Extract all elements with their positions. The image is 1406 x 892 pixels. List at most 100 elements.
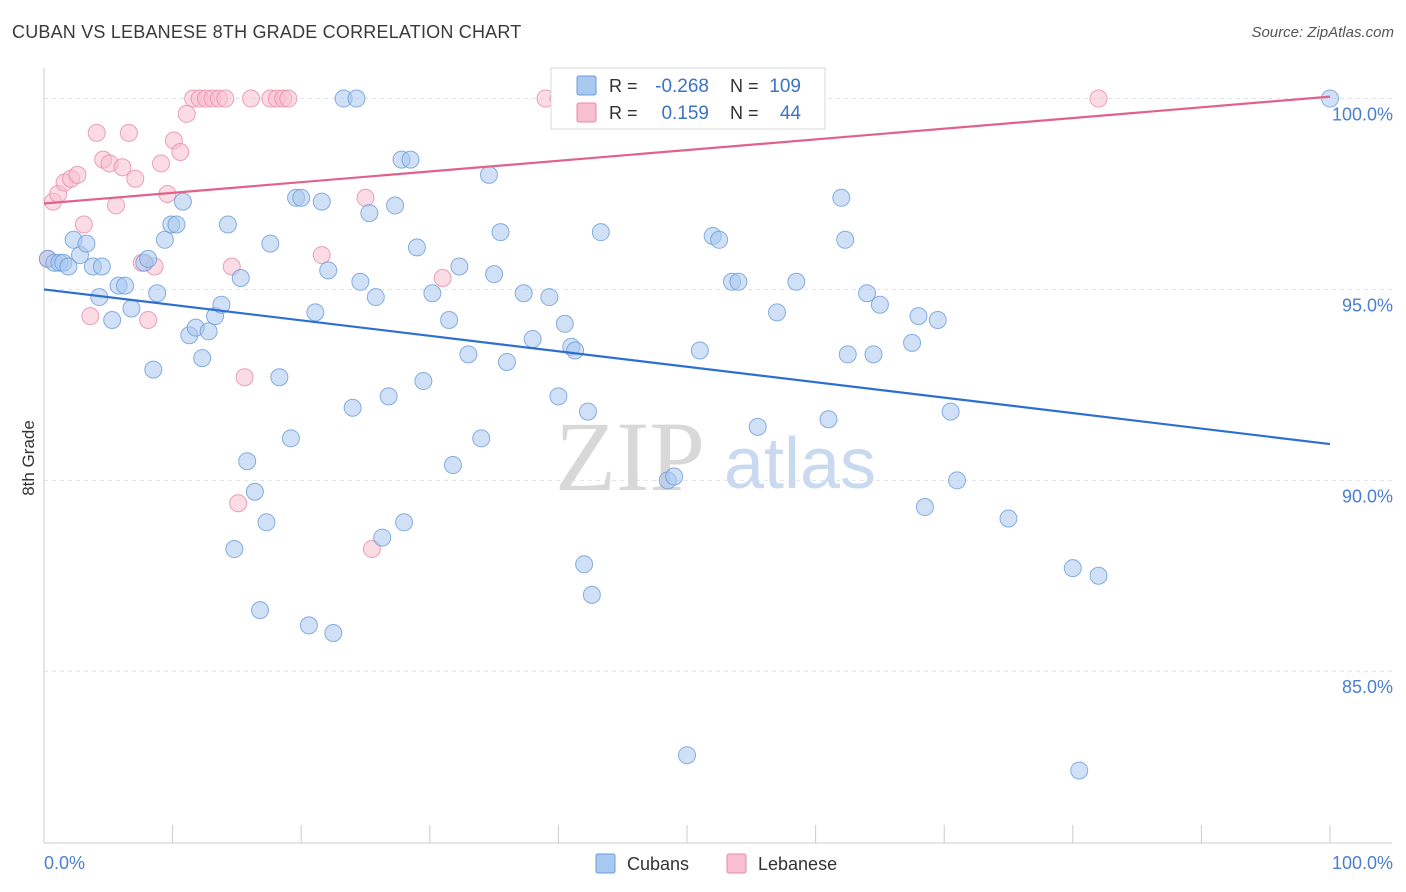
lebanese-n-value: 44: [780, 103, 802, 124]
lebanese-point: [126, 169, 145, 188]
legend-lebanese-swatch: [726, 853, 747, 874]
cubans-point: [690, 341, 709, 360]
lebanese-point: [235, 368, 254, 387]
cubans-point: [103, 310, 122, 329]
y-tick-label: 90.0%: [1342, 486, 1393, 506]
cubans-point: [591, 223, 610, 242]
trendlines: [43, 95, 1331, 446]
cubans-point: [251, 601, 270, 620]
cubans-point: [281, 429, 300, 448]
cubans-point: [167, 215, 186, 234]
tick-labels: 85.0% 90.0% 95.0% 100.0% 0.0% 100.0%: [44, 105, 1393, 873]
cubans-point: [787, 272, 806, 291]
cubans-point: [199, 322, 218, 341]
cubans-point: [379, 387, 398, 406]
watermark-atlas: atlas: [724, 424, 876, 504]
lebanese-points: [38, 89, 1108, 559]
lebanese-point: [81, 307, 100, 326]
cubans-point: [1063, 559, 1082, 578]
cubans-points: [38, 89, 1339, 780]
cubans-point: [245, 482, 264, 501]
cubans-point: [864, 345, 883, 364]
chart-title: CUBAN VS LEBANESE 8TH GRADE CORRELATION …: [12, 22, 522, 42]
cubans-point: [768, 303, 787, 322]
cubans-point: [193, 349, 212, 368]
cubans-swatch: [576, 75, 597, 96]
cubans-point: [479, 165, 498, 184]
lebanese-point: [433, 268, 452, 287]
lebanese-point: [362, 540, 381, 559]
legend-cubans-label: Cubans: [627, 854, 689, 874]
lebanese-point: [216, 89, 235, 108]
source-label: Source: ZipAtlas.com: [1251, 24, 1394, 41]
lebanese-point: [113, 158, 132, 177]
cubans-point: [218, 215, 237, 234]
cubans-r-value: -0.268: [655, 76, 709, 97]
lebanese-point: [87, 123, 106, 142]
n-label-2: N =: [730, 103, 759, 123]
lebanese-swatch: [576, 102, 597, 123]
legend-lebanese-label: Lebanese: [758, 854, 837, 874]
cubans-point: [373, 528, 392, 547]
cubans-point: [729, 272, 748, 291]
cubans-point: [148, 284, 167, 303]
cubans-point: [678, 746, 696, 765]
cubans-point: [549, 387, 568, 406]
cubans-point: [261, 234, 280, 253]
cubans-point: [144, 360, 163, 379]
lebanese-point: [242, 89, 261, 108]
cubans-point: [59, 257, 78, 276]
lebanese-r-value: 0.159: [661, 103, 709, 124]
lebanese-point: [356, 188, 375, 207]
r-label-2: R =: [609, 103, 638, 123]
cubans-point: [401, 150, 420, 169]
cubans-point: [665, 467, 684, 486]
cubans-point: [292, 188, 311, 207]
lebanese-point: [74, 215, 93, 234]
lebanese-point: [312, 246, 331, 265]
cubans-point: [566, 341, 585, 360]
cubans-point: [497, 352, 516, 371]
y-tick-label: 95.0%: [1342, 295, 1393, 315]
cubans-point: [306, 303, 325, 322]
lebanese-point: [68, 165, 87, 184]
lebanese-point: [152, 154, 171, 173]
lebanese-point: [119, 123, 138, 142]
cubans-point: [1070, 761, 1089, 780]
cubans-point: [299, 616, 318, 635]
cubans-point: [77, 234, 96, 253]
lebanese-point: [279, 89, 298, 108]
cubans-point: [324, 624, 343, 643]
lebanese-point: [139, 310, 158, 329]
cubans-trendline: [43, 288, 1331, 446]
cubans-point: [238, 452, 257, 471]
cubans-point: [948, 471, 967, 490]
cubans-point: [836, 230, 855, 249]
cubans-point: [212, 295, 231, 314]
cubans-point: [540, 288, 559, 307]
cubans-point: [407, 238, 426, 257]
cubans-point: [386, 196, 405, 215]
cubans-point: [155, 230, 174, 249]
cubans-point: [343, 398, 362, 417]
cubans-point: [838, 345, 857, 364]
cubans-point: [116, 276, 135, 295]
cubans-point: [440, 310, 459, 329]
cubans-point: [832, 188, 851, 207]
cubans-point: [450, 257, 469, 276]
cubans-point: [139, 249, 158, 268]
cubans-point: [231, 268, 250, 287]
cubans-point: [92, 257, 111, 276]
y-tick-label: 85.0%: [1342, 677, 1393, 697]
cubans-n-value: 109: [769, 76, 801, 97]
cubans-point: [173, 192, 192, 211]
cubans-point: [395, 513, 414, 532]
cubans-point: [414, 372, 433, 391]
cubans-point: [514, 284, 533, 303]
cubans-point: [443, 456, 462, 475]
cubans-point: [819, 410, 838, 429]
cubans-point: [858, 284, 877, 303]
cubans-point: [257, 513, 276, 532]
cubans-point: [870, 295, 889, 314]
